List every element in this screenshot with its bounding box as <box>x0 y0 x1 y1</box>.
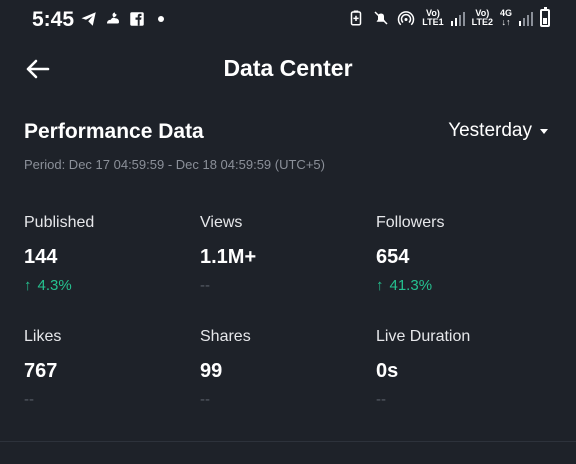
page-title: Data Center <box>223 55 353 81</box>
cloud-moon-icon <box>107 12 119 24</box>
section-divider <box>0 441 576 442</box>
metric-label: Live Duration <box>376 328 471 345</box>
metric-change: -- <box>24 391 34 408</box>
sim1-network-label: Vo) LTE1 <box>422 8 444 27</box>
metric-likes[interactable]: Likes 767 -- <box>24 328 194 409</box>
status-time: 5:45 <box>32 8 75 31</box>
app-header: Data Center <box>0 44 576 94</box>
metric-label: Shares <box>200 328 251 345</box>
status-bar: 5:45 Vo) LTE1 Vo) LTE2 4G ↓↑ <box>0 0 576 40</box>
sim2-network-label: Vo) LTE2 <box>471 8 493 27</box>
arrow-up-icon: ↑ <box>376 277 384 294</box>
metric-value: 767 <box>24 360 58 382</box>
notification-dot-icon <box>158 16 164 22</box>
metric-label: Followers <box>376 214 445 231</box>
metric-change: -- <box>200 391 210 408</box>
metric-change: ↑ 4.3% <box>24 277 72 294</box>
metric-change: -- <box>376 391 386 408</box>
signal-icon <box>519 10 533 26</box>
period-text: Period: Dec 17 04:59:59 - Dec 18 04:59:5… <box>24 157 325 172</box>
facebook-icon <box>130 12 144 26</box>
network-type-label: 4G ↓↑ <box>499 8 512 27</box>
metric-value: 0s <box>376 360 399 382</box>
battery-saver-icon <box>351 10 362 26</box>
date-range-label: Yesterday <box>448 120 532 141</box>
metric-label: Published <box>24 214 95 231</box>
metric-value: 144 <box>24 246 58 268</box>
metric-followers[interactable]: Followers 654 ↑ 41.3% <box>376 214 546 295</box>
metric-views[interactable]: Views 1.1M+ -- <box>200 214 370 295</box>
metric-label: Likes <box>24 328 62 345</box>
battery-icon <box>540 7 550 27</box>
hotspot-icon <box>398 11 415 26</box>
metric-shares[interactable]: Shares 99 -- <box>200 328 370 409</box>
metric-value: 99 <box>200 360 223 382</box>
date-range-dropdown[interactable]: Yesterday <box>448 120 548 142</box>
arrow-up-icon: ↑ <box>24 277 32 294</box>
metric-change: ↑ 41.3% <box>376 277 433 294</box>
metric-published[interactable]: Published 144 ↑ 4.3% <box>24 214 194 295</box>
metric-value: 654 <box>376 246 410 268</box>
data-arrows-icon: ↓↑ <box>501 17 511 27</box>
telegram-icon <box>81 12 96 26</box>
metric-change: -- <box>200 277 210 294</box>
section-title: Performance Data <box>24 120 204 143</box>
signal-icon <box>450 10 465 26</box>
metric-value: 1.1M+ <box>200 246 257 268</box>
status-system-icons: Vo) LTE1 Vo) LTE2 4G ↓↑ <box>347 7 550 27</box>
back-arrow-icon[interactable] <box>22 54 52 84</box>
metric-live-duration[interactable]: Live Duration 0s -- <box>376 328 546 409</box>
mute-icon <box>374 11 388 25</box>
status-notification-icons <box>80 10 164 28</box>
caret-down-icon <box>540 128 548 134</box>
metric-label: Views <box>200 214 243 231</box>
